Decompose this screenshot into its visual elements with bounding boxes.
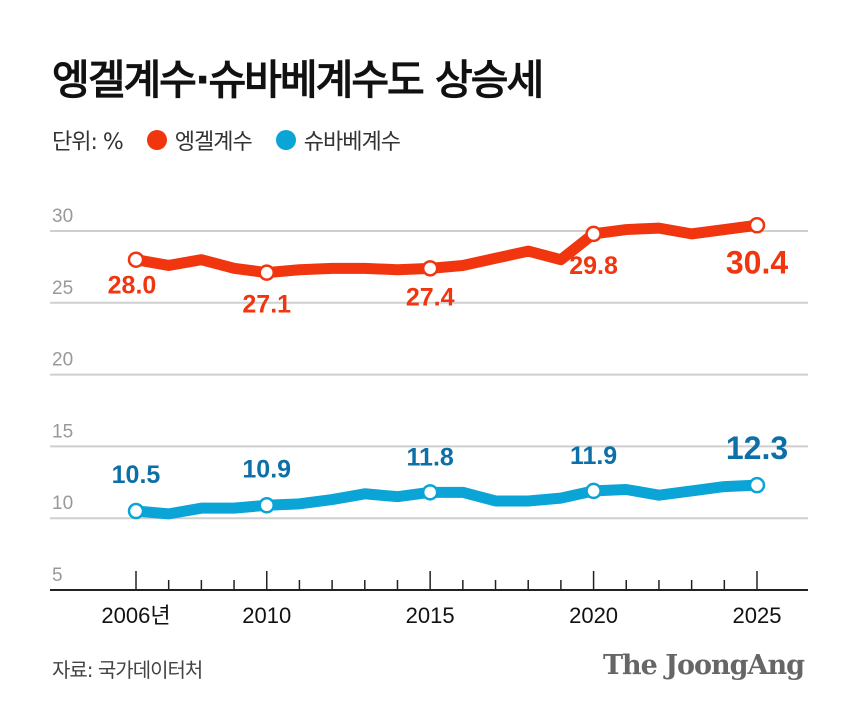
engel-line <box>130 219 763 279</box>
data-point-marker <box>421 260 439 277</box>
publisher-logo: The JoongAng <box>602 650 805 681</box>
x-tick-label: 2025 <box>733 603 782 628</box>
data-label: 10.5 <box>112 461 161 489</box>
data-point-marker <box>585 225 602 243</box>
data-label: 27.1 <box>242 291 291 319</box>
data-point-marker <box>748 476 766 494</box>
unit-label: 단위: % <box>52 130 124 155</box>
y-tick-label: 20 <box>52 350 73 371</box>
x-tick-label: 2020 <box>569 603 618 628</box>
data-point-marker <box>127 251 145 268</box>
data-point-marker <box>127 502 145 520</box>
schwabe-line <box>130 479 763 520</box>
x-tick-label: 2015 <box>406 603 455 628</box>
data-point-marker <box>585 482 602 500</box>
data-label: 10.9 <box>242 455 291 483</box>
data-label: 11.8 <box>407 443 454 471</box>
y-tick-label: 15 <box>52 421 73 442</box>
legend-schwabe-label: 슈바베계수 <box>303 130 401 155</box>
data-point-marker <box>748 217 766 234</box>
chart-title: 엥겔계수·슈바베계수도 상승세 <box>52 56 544 104</box>
data-point-marker <box>258 264 275 281</box>
source-note: 자료: 국가데이터처 <box>52 658 203 682</box>
legend-engel-marker <box>146 130 167 150</box>
data-label: 30.4 <box>726 244 788 280</box>
data-label: 29.8 <box>569 252 618 280</box>
data-label: 27.4 <box>406 283 455 311</box>
legend-schwabe-marker <box>275 130 296 150</box>
y-tick-label: 10 <box>52 493 73 514</box>
x-tick-label: 2010 <box>242 603 291 628</box>
legend-engel-label: 엥겔계수 <box>174 130 253 155</box>
data-label: 28.0 <box>108 272 157 300</box>
data-label: 12.3 <box>726 430 788 466</box>
data-point-marker <box>258 497 275 514</box>
x-tick-label: 2006년 <box>101 603 170 628</box>
legend: 단위: % 엥겔계수 슈바베계수 <box>52 124 401 156</box>
y-tick-label: 25 <box>52 278 73 299</box>
data-label: 11.9 <box>570 442 617 470</box>
y-tick-label: 5 <box>52 565 63 586</box>
data-point-marker <box>421 484 439 501</box>
y-tick-label: 30 <box>52 206 73 227</box>
